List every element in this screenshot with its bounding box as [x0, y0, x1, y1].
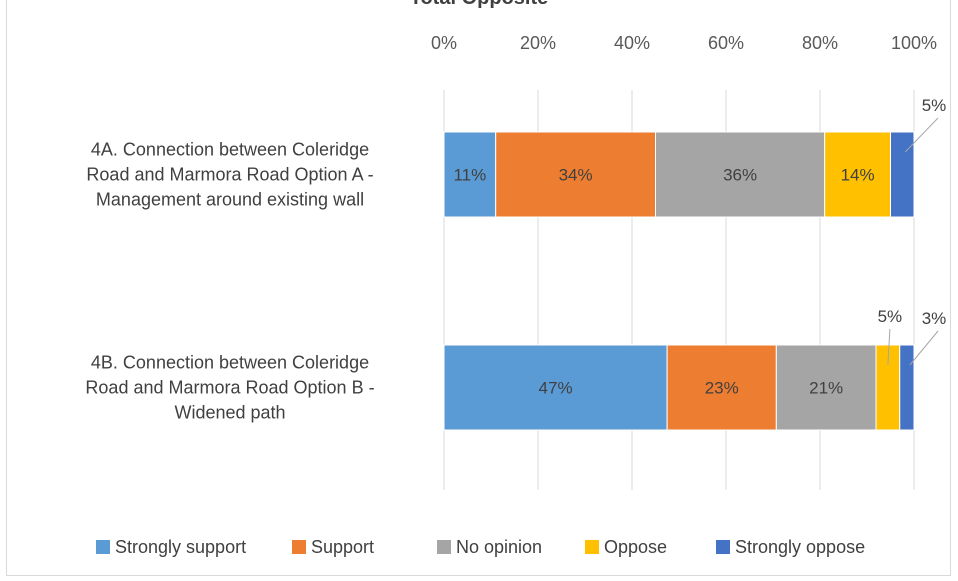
data-label: 23% — [705, 379, 739, 398]
x-tick-label: 100% — [891, 33, 937, 53]
legend-item: Support — [292, 537, 374, 557]
legend-label: Oppose — [604, 537, 667, 557]
data-label: 5% — [922, 96, 947, 115]
data-label: 14% — [841, 166, 875, 185]
legend-swatch — [585, 540, 599, 554]
bars: 11% 34% 36% 14% 5% 47% 23% 21% 5% 3% — [443, 96, 947, 431]
legend-item: No opinion — [437, 537, 542, 557]
x-tick-label: 80% — [802, 33, 838, 53]
legend-swatch — [292, 540, 306, 554]
leader-line — [909, 330, 939, 366]
legend-label: No opinion — [456, 537, 542, 557]
data-label: 36% — [723, 166, 757, 185]
legend-label: Strongly support — [115, 537, 246, 557]
chart-title: Total Opposite — [410, 0, 549, 9]
x-tick-label: 20% — [520, 33, 556, 53]
data-label: 11% — [453, 166, 486, 185]
chart-frame — [6, 0, 951, 576]
x-tick-label: 40% — [614, 33, 650, 53]
x-tick-label: 0% — [431, 33, 457, 53]
bar-segment — [899, 344, 915, 431]
legend-label: Strongly oppose — [735, 537, 865, 557]
category-label: 4B. Connection between Coleridge Road and… — [85, 353, 374, 423]
legend-item: Oppose — [585, 537, 667, 557]
legend-swatch — [96, 540, 110, 554]
x-axis-ticks: 0% 20% 40% 60% 80% 100% — [431, 33, 937, 53]
data-label: 21% — [809, 379, 843, 398]
x-tick-label: 60% — [708, 33, 744, 53]
bar-segment — [666, 344, 777, 431]
bar-segment — [655, 131, 826, 218]
bar-segment — [495, 131, 657, 218]
legend-item: Strongly support — [96, 537, 246, 557]
data-label: 5% — [878, 307, 903, 326]
legend-swatch — [716, 540, 730, 554]
category-label: 4A. Connection between Coleridge Road and… — [86, 140, 373, 210]
data-label: 47% — [539, 379, 573, 398]
legend-swatch — [437, 540, 451, 554]
leader-line — [904, 117, 939, 153]
legend-label: Support — [311, 537, 374, 557]
legend-item: Strongly oppose — [716, 537, 865, 557]
bar-segment — [775, 344, 877, 431]
bar-segment — [824, 131, 892, 218]
leader-line — [887, 328, 891, 366]
data-label: 3% — [922, 309, 947, 328]
bar-segment — [443, 131, 497, 218]
category-labels: 4A. Connection between Coleridge Road and… — [85, 140, 374, 423]
bar-segment — [890, 131, 915, 218]
legend: Strongly support Support No opinion Oppose S… — [96, 537, 865, 557]
data-label: 34% — [559, 166, 593, 185]
